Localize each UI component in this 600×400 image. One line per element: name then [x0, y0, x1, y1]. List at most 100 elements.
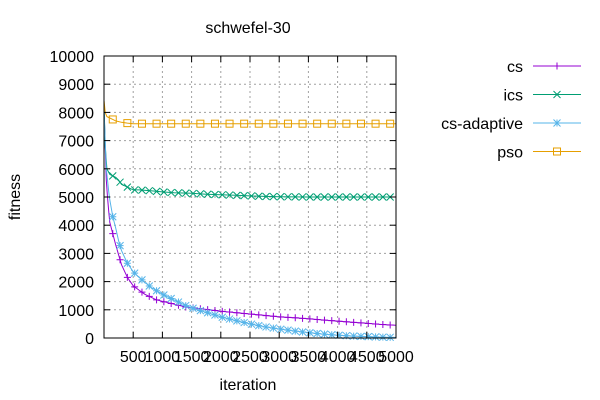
- data-point-star: [276, 325, 285, 334]
- data-point-square: [196, 119, 205, 128]
- data-point-x: [138, 186, 146, 195]
- data-point-star: [306, 328, 314, 337]
- series-3: [103, 101, 396, 128]
- data-point-plus: [145, 292, 153, 300]
- data-point-x: [189, 189, 197, 198]
- data-point-plus: [364, 319, 372, 327]
- data-point-plus: [131, 283, 139, 291]
- data-point-plus: [226, 308, 234, 316]
- y-tick-label: 1000: [58, 303, 94, 320]
- data-point-square: [225, 119, 234, 128]
- data-point-star: [160, 291, 168, 299]
- data-point-square: [313, 119, 322, 128]
- data-point-plus: [240, 309, 248, 317]
- data-point-plus: [372, 320, 380, 328]
- x-tick-label: 2000: [203, 349, 239, 366]
- data-point-square: [553, 147, 561, 156]
- data-point-plus: [350, 318, 358, 326]
- x-tick-label: 1000: [145, 349, 181, 366]
- data-point-x: [349, 193, 358, 201]
- y-tick-label: 0: [85, 331, 94, 348]
- data-point-x: [160, 188, 168, 196]
- data-point-plus: [328, 317, 336, 325]
- data-point-square: [327, 119, 336, 128]
- legend-entry: ics: [503, 88, 581, 105]
- data-point-star: [181, 301, 190, 310]
- y-tick-label: 10000: [50, 49, 95, 66]
- data-point-star: [313, 329, 322, 338]
- data-point-star: [203, 308, 212, 317]
- data-point-star: [320, 330, 329, 339]
- data-point-star: [138, 275, 146, 284]
- data-point-plus: [153, 296, 161, 304]
- data-point-star: [196, 306, 205, 315]
- data-point-square: [167, 119, 176, 128]
- data-point-plus: [255, 311, 263, 319]
- legend-entry: cs: [507, 59, 581, 76]
- data-point-x: [284, 192, 292, 201]
- data-point-star: [327, 330, 336, 339]
- legend-entry: cs-adaptive: [441, 116, 581, 133]
- legend-label: cs-adaptive: [441, 116, 523, 133]
- data-point-x: [335, 193, 343, 201]
- data-point-plus: [138, 288, 146, 296]
- x-tick-label: 4000: [320, 349, 356, 366]
- data-point-plus: [320, 316, 328, 324]
- x-tick-label: 3000: [261, 349, 297, 366]
- y-axis-label: fitness: [7, 174, 24, 220]
- y-tick-label: 2000: [58, 275, 94, 292]
- x-tick-label: 1500: [174, 349, 210, 366]
- data-point-plus: [553, 62, 561, 70]
- data-point-star: [284, 326, 292, 335]
- legend: cs ics cs-adaptive pso: [441, 59, 581, 162]
- data-point-square: [283, 119, 292, 128]
- data-point-x: [276, 192, 285, 201]
- data-point-x: [130, 186, 139, 194]
- data-point-square: [108, 115, 117, 124]
- data-point-star: [145, 282, 154, 290]
- data-point-star: [349, 332, 358, 340]
- series-2: [103, 112, 397, 342]
- data-point-plus: [386, 321, 394, 329]
- x-tick-label: 4500: [349, 349, 385, 366]
- data-point-x: [269, 192, 278, 201]
- data-point-x: [240, 191, 249, 200]
- chart-title: schwefel-30: [205, 20, 290, 37]
- data-point-x: [167, 188, 176, 197]
- data-point-plus: [109, 230, 117, 238]
- data-point-x: [181, 189, 190, 197]
- legend-label: cs: [507, 59, 523, 76]
- data-point-plus: [262, 312, 270, 320]
- data-point-star: [247, 320, 256, 329]
- data-point-plus: [218, 307, 226, 315]
- data-point-x: [116, 178, 124, 187]
- data-point-star: [240, 318, 249, 327]
- data-point-x: [203, 190, 212, 199]
- data-point-star: [123, 259, 132, 268]
- data-point-plus: [335, 317, 343, 325]
- data-point-x: [371, 193, 380, 201]
- data-point-x: [233, 191, 241, 200]
- data-point-star: [174, 298, 183, 306]
- data-point-x: [342, 193, 351, 201]
- data-point-star: [291, 327, 300, 335]
- data-point-star: [357, 332, 365, 341]
- data-point-x: [379, 193, 387, 201]
- data-point-star: [108, 212, 117, 221]
- data-point-x: [553, 90, 561, 99]
- x-axis-label: iteration: [220, 377, 277, 394]
- y-tick-label: 3000: [58, 246, 94, 263]
- data-point-plus: [269, 312, 277, 320]
- data-point-x: [218, 190, 227, 199]
- y-tick-label: 6000: [58, 162, 94, 179]
- x-tick-label: 500: [120, 349, 147, 366]
- legend-entry: pso: [497, 145, 581, 162]
- data-point-star: [218, 313, 227, 322]
- data-point-star: [233, 317, 241, 325]
- data-point-star: [342, 331, 351, 340]
- data-point-x: [262, 192, 270, 201]
- data-point-x: [225, 191, 234, 199]
- data-point-plus: [284, 313, 292, 321]
- data-point-plus: [123, 273, 131, 281]
